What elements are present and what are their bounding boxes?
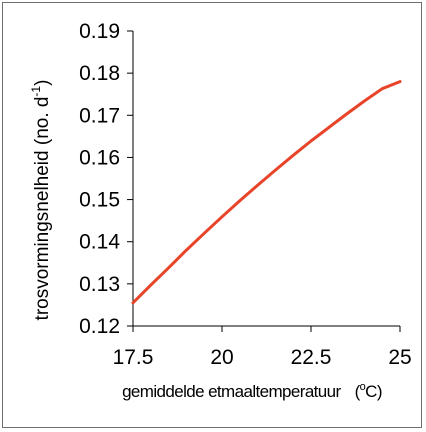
y-tick-label: 0.14 <box>79 231 120 254</box>
axes <box>132 31 400 327</box>
y-tick-label: 0.19 <box>79 20 120 43</box>
x-tick-label: 22.5 <box>291 346 332 369</box>
x-tick-label: 25 <box>388 346 411 369</box>
y-axis-title: trosvormingsnelheid (no. d-1) <box>29 80 53 321</box>
y-tick-label: 0.12 <box>79 315 120 338</box>
x-tick-label: 20 <box>210 346 233 369</box>
x-tick-label: 17.5 <box>113 346 154 369</box>
y-tick-label: 0.18 <box>79 62 120 85</box>
y-tick-label: 0.17 <box>79 104 120 127</box>
y-tick-label: 0.16 <box>79 146 120 169</box>
y-tick-label: 0.13 <box>79 273 120 296</box>
x-axis-title: gemiddelde etmaaltemperatuur (oC) <box>122 381 382 401</box>
y-tick-label: 0.15 <box>79 189 120 212</box>
ticks: 0.12 0.13 0.14 0.15 0.16 0.17 0.18 0.19 17.5 20 22… <box>79 20 412 369</box>
chart-frame <box>2 2 422 428</box>
series-line <box>131 80 402 305</box>
series-layer <box>131 80 402 305</box>
